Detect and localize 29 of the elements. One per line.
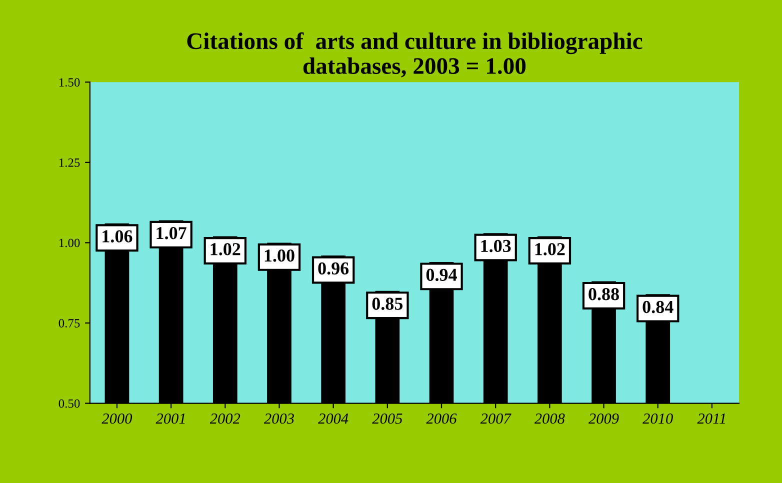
data-label: 0.96 — [318, 262, 349, 275]
data-label: 0.85 — [372, 298, 403, 310]
x-tick-label: 2007 — [480, 413, 512, 424]
data-label: 1.06 — [102, 230, 132, 242]
y-tick-label: 0.50 — [58, 399, 80, 408]
y-tick-label: 1.00 — [59, 238, 80, 248]
x-tick-label: 2009 — [588, 413, 619, 424]
x-tick-label: 2002 — [210, 413, 240, 424]
x-tick-label: 2010 — [642, 413, 673, 424]
data-label: 0.94 — [426, 268, 457, 282]
y-tick-label: 1.25 — [59, 158, 80, 167]
x-tick-label: 2011 — [697, 413, 726, 424]
x-tick-label: 2000 — [102, 413, 132, 424]
x-tick-label: 2003 — [264, 413, 294, 424]
y-tick-label: 1.50 — [59, 78, 80, 87]
x-tick-label: 2004 — [318, 413, 348, 424]
x-tick-label: 2006 — [426, 413, 457, 424]
x-tick-label: 2001 — [156, 413, 185, 424]
x-tick-label: 2008 — [534, 413, 565, 424]
x-tick-label: 2005 — [372, 413, 402, 424]
y-tick-label: 0.75 — [58, 319, 80, 328]
chart-title: Citations of arts and culture in bibliographic databases, 2003 = 1.00 — [187, 32, 642, 78]
data-label: 1.07 — [156, 227, 186, 240]
data-label: 0.84 — [642, 300, 674, 314]
data-label: 1.00 — [264, 249, 294, 262]
data-label: 1.02 — [535, 243, 565, 256]
data-label: 1.03 — [481, 240, 511, 252]
data-label: 1.02 — [210, 243, 240, 256]
data-label: 0.88 — [588, 288, 619, 300]
